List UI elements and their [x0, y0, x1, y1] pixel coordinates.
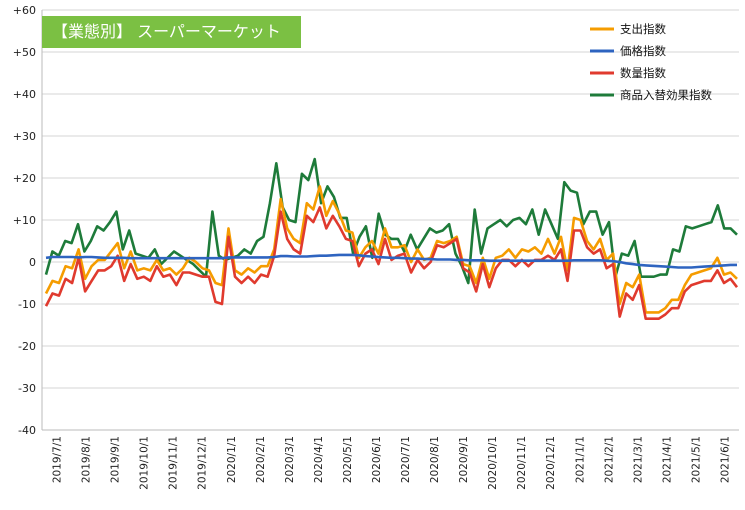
- x-tick-label: 2019/9/1: [110, 436, 122, 483]
- x-tick-label: 2020/12/1: [545, 436, 557, 490]
- x-tick-label: 2021/1/1: [574, 436, 586, 483]
- axes: [41, 10, 739, 431]
- legend-label: 商品入替効果指数: [620, 88, 712, 102]
- x-tick-label: 2021/2/1: [603, 436, 615, 483]
- x-tick-label: 2020/7/1: [400, 436, 412, 483]
- x-tick-label: 2020/10/1: [487, 436, 499, 490]
- x-tick-label: 2020/8/1: [429, 436, 441, 483]
- y-tick-label: +10: [13, 214, 36, 227]
- y-tick-label: -40: [18, 424, 36, 437]
- series-line: [44, 185, 738, 314]
- x-tick-label: 2020/9/1: [458, 436, 470, 483]
- x-tick-label: 2019/12/1: [197, 436, 209, 490]
- y-tick-label: 0: [29, 256, 36, 269]
- y-tick-label: +20: [13, 172, 36, 185]
- x-tick-label: 2019/8/1: [81, 436, 93, 483]
- y-tick-label: -30: [18, 382, 36, 395]
- x-tick-label: 2020/5/1: [342, 436, 354, 483]
- legend-label: 支出指数: [620, 22, 666, 36]
- x-tick-label: 2021/3/1: [632, 436, 644, 483]
- series-line: [44, 157, 738, 285]
- x-tick-label: 2019/11/1: [168, 436, 180, 490]
- series-line: [44, 206, 739, 321]
- y-tick-label: +50: [13, 46, 36, 59]
- x-tick-label: 2021/4/1: [661, 436, 673, 483]
- x-tick-label: 2020/2/1: [255, 436, 267, 483]
- series-line: [45, 253, 737, 269]
- x-tick-label: 2020/6/1: [371, 436, 383, 483]
- x-tick-label: 2021/5/1: [690, 436, 702, 483]
- series-lines: [44, 157, 739, 321]
- y-tick-label: +30: [13, 130, 36, 143]
- legend-label: 数量指数: [620, 66, 666, 80]
- x-tick-label: 2020/4/1: [313, 436, 325, 483]
- y-tick-label: +60: [13, 4, 36, 17]
- y-tick-label: -20: [18, 340, 36, 353]
- x-axis-ticks: 2019/7/1 2019/8/1 2019/9/1 2019/10/1 2019/11…: [52, 436, 732, 490]
- x-tick-label: 2020/1/1: [226, 436, 238, 483]
- chart-title-badge: 【業態別】 スーパーマーケット: [42, 16, 301, 48]
- legend-label: 価格指数: [620, 44, 666, 58]
- y-tick-label: +40: [13, 88, 36, 101]
- x-tick-label: 2019/10/1: [139, 436, 151, 490]
- x-tick-label: 2020/3/1: [284, 436, 296, 483]
- x-tick-label: 2019/7/1: [52, 436, 64, 483]
- y-tick-label: -10: [18, 298, 36, 311]
- x-tick-label: 2021/6/1: [719, 436, 731, 483]
- x-tick-label: 2020/11/1: [516, 436, 528, 490]
- y-axis-ticks: +60 +50 +40 +30 +20 +10 0 -10 -20 -30 -40: [13, 4, 36, 437]
